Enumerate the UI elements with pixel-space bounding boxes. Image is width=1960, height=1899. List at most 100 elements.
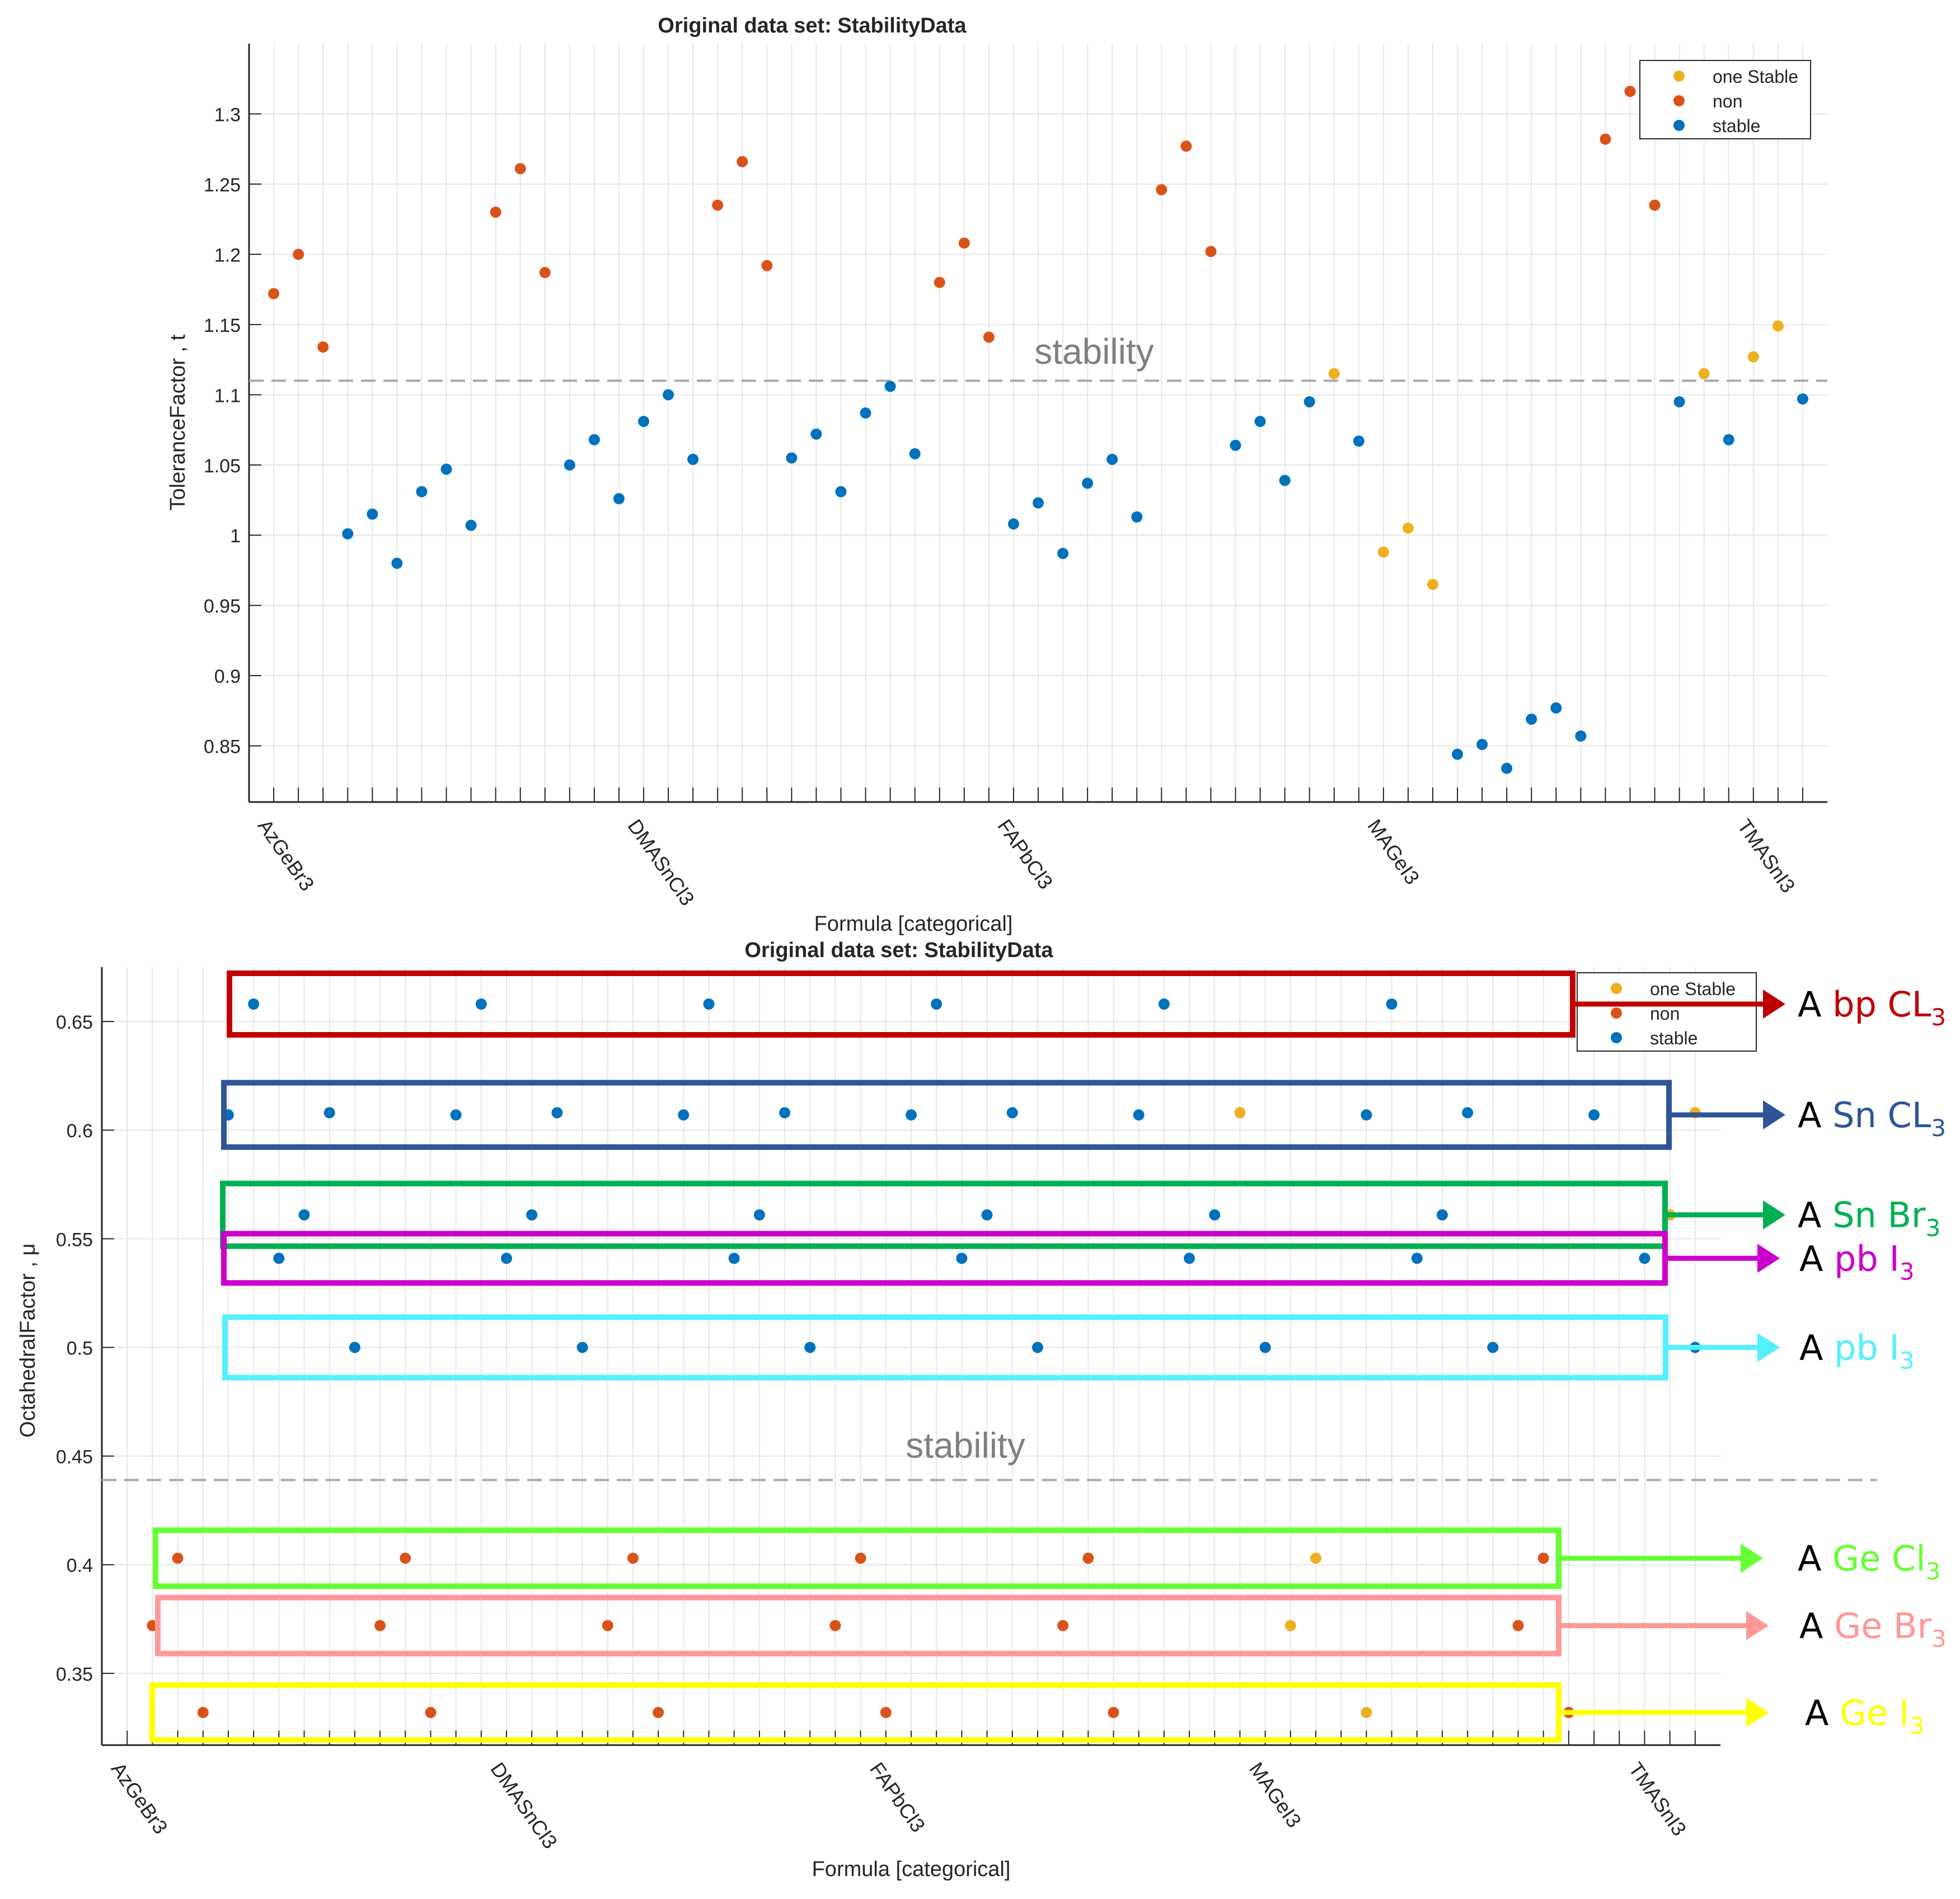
- data-point-stable: [342, 528, 354, 540]
- annotation-label-a: A: [1799, 1238, 1834, 1279]
- data-point-stable: [1476, 739, 1488, 751]
- chart2-x-axis-label: Formula [categorical]: [812, 1858, 1011, 1881]
- data-point-stable: [1639, 1253, 1650, 1264]
- data-point-one-stable: [1698, 368, 1710, 379]
- data-point-stable: [906, 1109, 917, 1121]
- chart1-plot-area: 0.85 0.9 0.95 1 1.05 1.1 1.15 1.2 1.25 1.3 AzGeBr3…: [204, 44, 1827, 909]
- legend-label: non: [1650, 1004, 1680, 1024]
- data-point-non: [1537, 1553, 1549, 1564]
- data-point-stable: [1526, 713, 1537, 725]
- data-point-stable: [703, 998, 715, 1010]
- annotation-arrowhead: [1746, 1611, 1769, 1640]
- annotation-box-gei3: [149, 1682, 1562, 1743]
- data-point-stable: [564, 459, 575, 471]
- legend-marker: [1673, 120, 1685, 131]
- x-tick-label: AzGeBr3: [254, 815, 319, 895]
- data-point-non: [1600, 133, 1611, 145]
- data-point-stable: [678, 1109, 690, 1121]
- data-point-stable: [1436, 1209, 1448, 1221]
- data-point-non: [602, 1620, 613, 1631]
- annotation-label-a: A: [1798, 1095, 1832, 1136]
- annotation-label-main: Ge Br: [1834, 1605, 1931, 1646]
- data-point-stable: [349, 1342, 360, 1353]
- annotation-gei3: A Ge I3: [149, 1682, 1924, 1743]
- annotation-label-subscript: 3: [1931, 1004, 1946, 1031]
- annotation-label: A Ge Cl3: [1798, 1538, 1940, 1585]
- annotation-label-subscript: 3: [1931, 1625, 1947, 1652]
- data-point-stable: [391, 557, 403, 569]
- data-point-stable: [1279, 475, 1291, 486]
- legend-label: one Stable: [1713, 67, 1798, 87]
- x-tick-label: TMASnI3: [1624, 1758, 1691, 1840]
- annotation-label: A Sn Br3: [1798, 1195, 1940, 1242]
- x-tick-label: FAPbCl3: [865, 1758, 930, 1836]
- annotation-label-subscript: 3: [1900, 1258, 1915, 1285]
- y-tick-label: 1.05: [204, 456, 241, 477]
- data-point-stable: [1158, 998, 1170, 1010]
- y-tick-label: 0.35: [56, 1664, 93, 1685]
- chart2-y-axis-label: OctahedralFactor , μ: [16, 1243, 40, 1437]
- annotation-label-a: A: [1799, 1327, 1834, 1368]
- data-point-non: [880, 1706, 892, 1718]
- data-point-stable: [440, 463, 452, 475]
- x-tick-label: MAGeI3: [1245, 1758, 1306, 1832]
- annotation-pbi3b: A pb I3: [222, 1314, 1915, 1381]
- annotation-arrowhead: [1757, 1333, 1780, 1362]
- data-point-stable: [1797, 393, 1808, 405]
- data-point-stable: [1487, 1342, 1499, 1353]
- annotation-label-main: Ge I: [1840, 1692, 1909, 1733]
- data-point-stable: [835, 486, 847, 498]
- data-point-non: [1057, 1620, 1069, 1631]
- y-tick-label: 1.25: [204, 175, 241, 196]
- annotation-sncl3: A Sn CL3: [221, 1080, 1946, 1150]
- y-tick-label: 0.9: [214, 666, 241, 687]
- data-point-stable: [1411, 1253, 1423, 1264]
- legend-marker: [1673, 71, 1685, 82]
- data-point-stable: [1588, 1109, 1600, 1121]
- annotation-label-subscript: 3: [1900, 1347, 1915, 1374]
- data-point-stable: [981, 1209, 993, 1221]
- legend-label: non: [1713, 91, 1742, 111]
- annotation-arrowhead: [1746, 1698, 1769, 1727]
- data-point-non: [293, 248, 304, 260]
- data-point-stable: [786, 452, 798, 464]
- data-point-stable: [248, 998, 260, 1010]
- annotation-label-main: pb I: [1834, 1238, 1900, 1279]
- data-point-non: [1082, 1553, 1094, 1564]
- annotation-bpcl3: A bp CL3: [227, 970, 1946, 1038]
- data-point-stable: [728, 1253, 740, 1264]
- data-point-stable: [475, 998, 487, 1010]
- y-tick-label: 0.85: [204, 737, 241, 758]
- tolerance-factor-chart: Original data set: StabilityData Formula…: [166, 14, 1827, 936]
- y-tick-label: 0.55: [56, 1229, 93, 1250]
- data-point-stable: [663, 389, 674, 401]
- data-point-stable: [638, 415, 649, 427]
- data-point-non: [1624, 86, 1636, 97]
- legend-label: stable: [1650, 1028, 1698, 1048]
- legend-marker: [1611, 983, 1622, 994]
- annotation-arrowhead: [1763, 990, 1785, 1019]
- data-point-stable: [298, 1209, 310, 1221]
- annotation-gecl3: A Ge Cl3: [153, 1527, 1940, 1589]
- data-point-non: [855, 1553, 866, 1564]
- annotation-box-pbi3a: [221, 1231, 1668, 1286]
- annotation-box-snbr3: [220, 1180, 1668, 1249]
- annotation-label: A pb I3: [1799, 1238, 1915, 1285]
- data-point-stable: [1462, 1107, 1474, 1119]
- y-tick-label: 1.2: [214, 245, 241, 266]
- legend-marker: [1673, 95, 1685, 106]
- data-point-non: [374, 1620, 386, 1631]
- x-tick-label: FAPbCl3: [993, 815, 1057, 893]
- legend-label: stable: [1713, 116, 1760, 136]
- annotation-arrowhead: [1741, 1544, 1763, 1573]
- data-point-non: [829, 1620, 841, 1631]
- annotation-label-subscript: 3: [1926, 1558, 1941, 1585]
- data-point-one-stable: [1310, 1553, 1321, 1564]
- data-point-stable: [860, 407, 871, 419]
- data-point-stable: [1303, 396, 1315, 407]
- data-point-stable: [1184, 1253, 1195, 1264]
- annotation-arrowhead: [1763, 1100, 1785, 1130]
- data-point-non: [712, 199, 724, 211]
